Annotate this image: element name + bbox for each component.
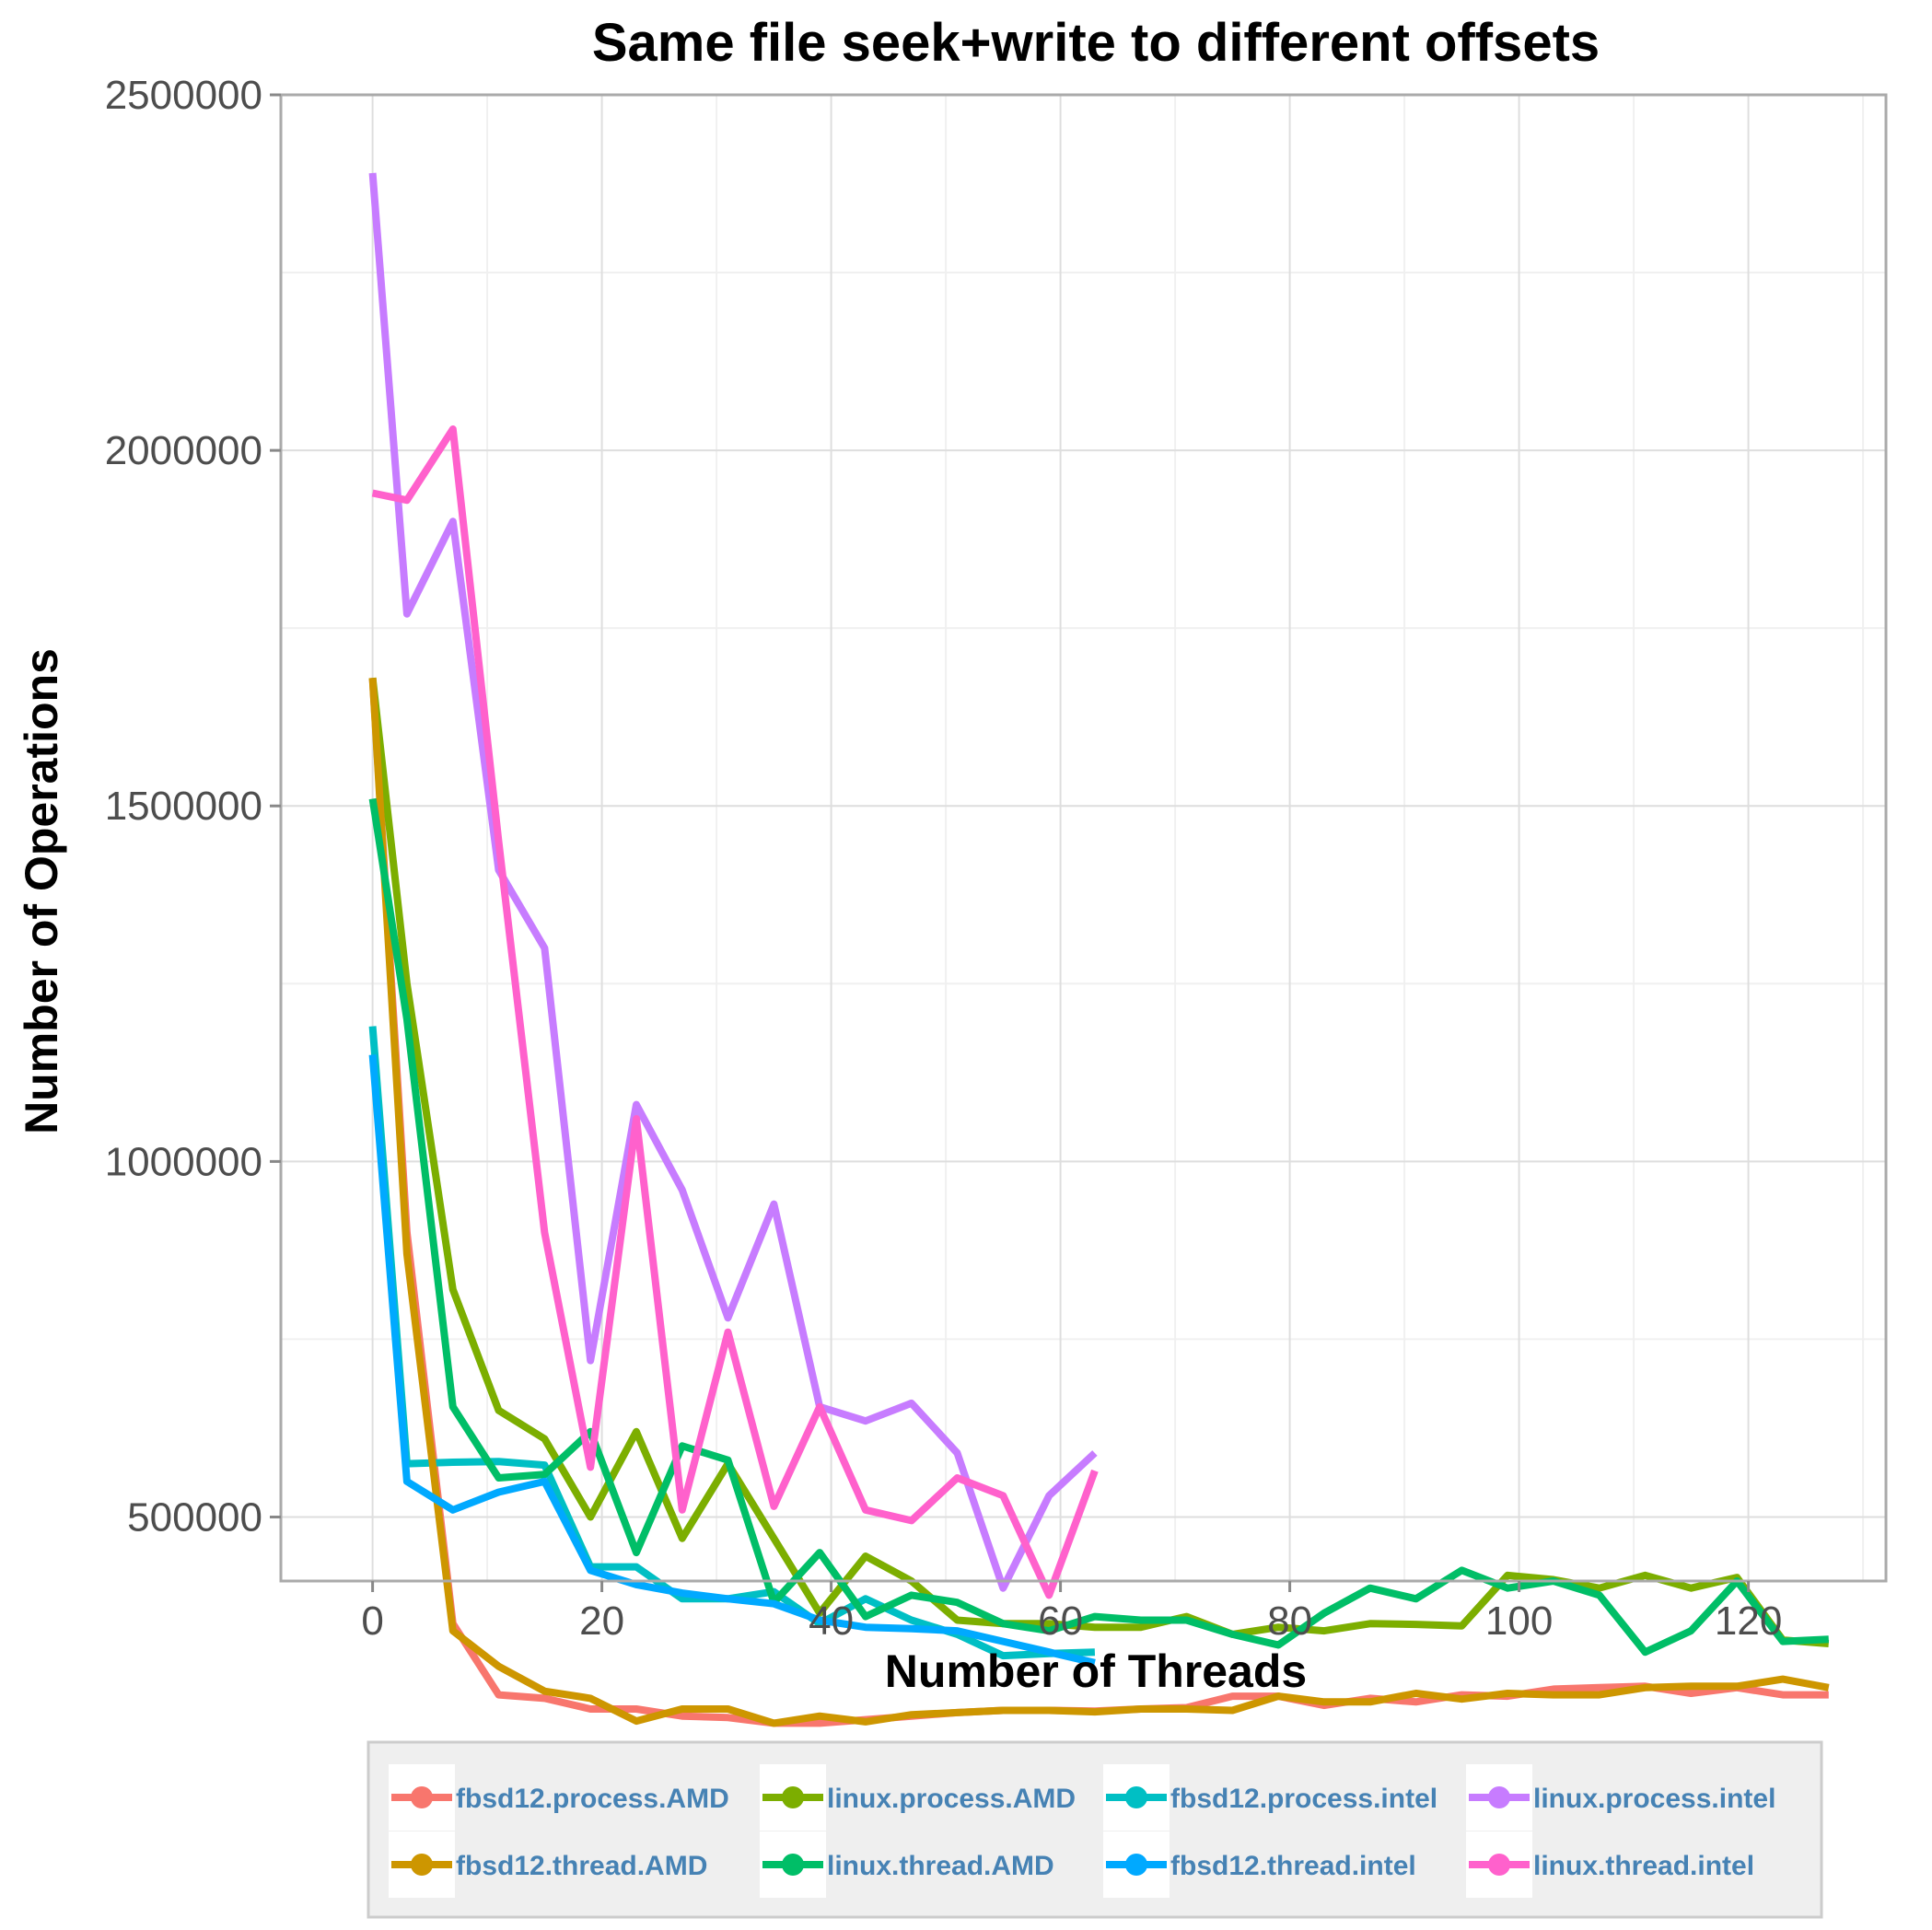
legend-key-point bbox=[1125, 1786, 1147, 1808]
chart-title: Same file seek+write to different offset… bbox=[592, 13, 1600, 73]
legend-label: fbsd12.thread.intel bbox=[1170, 1851, 1416, 1881]
legend-key-point bbox=[411, 1786, 433, 1808]
y-tick-label: 1000000 bbox=[105, 1139, 262, 1184]
plot-panel-border bbox=[279, 93, 1888, 1583]
grid bbox=[281, 94, 1886, 1581]
legend-label: linux.thread.AMD bbox=[827, 1851, 1054, 1881]
series-line-linux.process.AMD bbox=[368, 677, 1830, 1647]
legend-key-point bbox=[782, 1786, 804, 1808]
x-tick-label: 40 bbox=[809, 1599, 854, 1644]
legend-item-fbsd12.process.intel: fbsd12.process.intel bbox=[1103, 1764, 1437, 1831]
y-tick-label: 1500000 bbox=[105, 784, 262, 829]
legend-item-linux.process.AMD: linux.process.AMD bbox=[760, 1764, 1076, 1831]
series-line-linux.thread.AMD bbox=[368, 797, 1829, 1657]
x-axis-title: Number of Threads bbox=[885, 1645, 1307, 1697]
x-tick-label: 60 bbox=[1038, 1599, 1083, 1644]
legend: fbsd12.process.AMD linux.process.AMD fbsd1… bbox=[367, 1740, 1823, 1919]
legend-label: linux.process.intel bbox=[1533, 1784, 1775, 1814]
legend-key-point bbox=[411, 1854, 433, 1876]
legend-label: linux.process.AMD bbox=[827, 1784, 1076, 1814]
axes: 0 20 40 60 80 100 120 500000 1000000 1500000 20000… bbox=[105, 73, 1888, 1644]
legend-key-point bbox=[1125, 1854, 1147, 1876]
y-tick-label: 2000000 bbox=[105, 428, 262, 473]
x-tick-label: 0 bbox=[361, 1599, 383, 1644]
x-tick-label: 120 bbox=[1715, 1599, 1782, 1644]
legend-label: fbsd12.thread.AMD bbox=[456, 1851, 707, 1881]
legend-item-linux.process.intel: linux.process.intel bbox=[1466, 1764, 1775, 1831]
legend-label: fbsd12.process.AMD bbox=[456, 1784, 729, 1814]
legend-key-point bbox=[1488, 1854, 1510, 1876]
series-line-linux.process.intel bbox=[368, 172, 1098, 1592]
y-tick-label: 2500000 bbox=[105, 73, 262, 118]
legend-items: fbsd12.process.AMD linux.process.AMD fbsd1… bbox=[389, 1764, 1775, 1898]
legend-label: fbsd12.process.intel bbox=[1170, 1784, 1437, 1814]
legend-box bbox=[367, 1740, 1823, 1919]
legend-item-fbsd12.thread.intel: fbsd12.thread.intel bbox=[1103, 1831, 1416, 1898]
legend-item-fbsd12.thread.AMD: fbsd12.thread.AMD bbox=[389, 1831, 707, 1898]
x-tick-label: 100 bbox=[1485, 1599, 1553, 1644]
series-line-linux.thread.intel bbox=[371, 425, 1099, 1599]
series-line-fbsd12.thread.AMD bbox=[368, 677, 1830, 1727]
legend-key-point bbox=[1488, 1786, 1510, 1808]
legend-item-fbsd12.process.AMD: fbsd12.process.AMD bbox=[389, 1764, 729, 1831]
legend-item-linux.thread.AMD: linux.thread.AMD bbox=[760, 1831, 1054, 1898]
y-axis-title: Number of Operations bbox=[16, 648, 67, 1134]
legend-label: linux.thread.intel bbox=[1533, 1851, 1754, 1881]
y-tick-label: 500000 bbox=[127, 1494, 262, 1540]
x-tick-label: 80 bbox=[1267, 1599, 1312, 1644]
legend-key-point bbox=[782, 1854, 804, 1876]
series-lines bbox=[368, 172, 1830, 1727]
legend-item-linux.thread.intel: linux.thread.intel bbox=[1466, 1831, 1754, 1898]
x-tick-label: 20 bbox=[579, 1599, 624, 1644]
series-line-fbsd12.thread.intel bbox=[368, 1054, 1096, 1667]
